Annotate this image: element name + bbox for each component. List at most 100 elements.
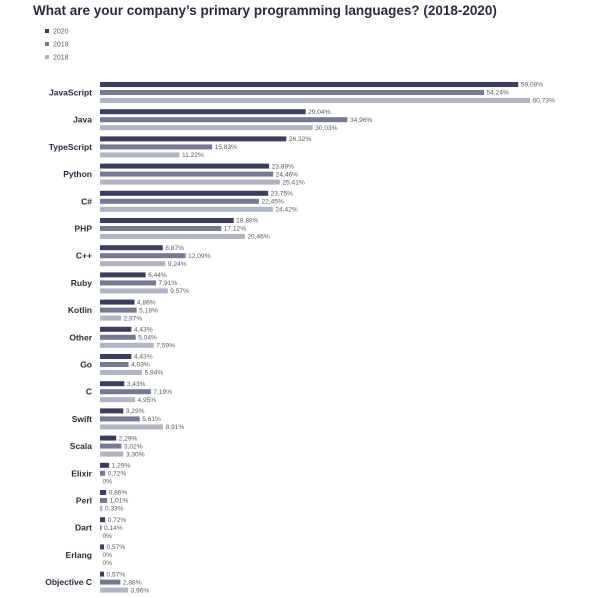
bar-2018 xyxy=(100,125,313,131)
data-label: 3,29% xyxy=(126,408,145,415)
data-label: 0% xyxy=(103,479,113,486)
bar-2019 xyxy=(100,416,140,422)
bar-2020 xyxy=(100,326,132,332)
category-label: C++ xyxy=(76,251,92,261)
bar-2019 xyxy=(100,498,108,503)
category-label: PHP xyxy=(75,224,93,234)
bar-2018 xyxy=(100,506,103,511)
bar-2019 xyxy=(100,334,136,340)
data-label: 1,01% xyxy=(110,498,129,505)
data-label: 29,04% xyxy=(308,109,331,116)
category-label: Elixir xyxy=(71,468,92,478)
data-label: 34,96% xyxy=(350,117,373,124)
bar-2018 xyxy=(100,370,143,375)
data-label: 3,02% xyxy=(124,443,143,450)
data-label: 26,32% xyxy=(289,136,312,143)
bar-2020 xyxy=(100,381,125,387)
bar-2018 xyxy=(100,206,273,212)
data-label: 7,91% xyxy=(159,280,178,287)
bar-2020 xyxy=(100,136,287,142)
bar-2018 xyxy=(100,342,154,348)
bar-2019 xyxy=(100,117,348,123)
category-label: Go xyxy=(80,360,92,370)
data-label: 9,57% xyxy=(170,288,189,295)
bar-2018 xyxy=(100,315,122,321)
bar-2020 xyxy=(100,109,306,115)
legend-swatch-2018 xyxy=(45,55,49,59)
bar-2020 xyxy=(100,571,105,577)
data-label: 18,88% xyxy=(236,218,259,225)
bar-2020 xyxy=(100,490,107,495)
bar-2019 xyxy=(100,362,129,367)
data-label: 20,46% xyxy=(247,234,270,241)
data-label: 3,30% xyxy=(126,451,145,458)
data-label: 25,41% xyxy=(282,179,305,186)
bar-2019 xyxy=(100,307,137,313)
data-label: 22,45% xyxy=(261,199,284,206)
category-label: Perl xyxy=(76,496,92,506)
data-label: 9,24% xyxy=(168,261,187,268)
category-label: Other xyxy=(69,332,92,342)
data-label: 4,95% xyxy=(138,397,157,404)
data-label: 7,59% xyxy=(156,343,175,350)
data-label: 23,75% xyxy=(271,191,294,198)
data-label: 5,04% xyxy=(138,335,157,342)
data-label: 5,94% xyxy=(145,370,164,377)
data-label: 2,97% xyxy=(124,315,143,322)
category-label: TypeScript xyxy=(49,142,92,152)
data-label: 0,72% xyxy=(108,517,127,524)
bar-2019 xyxy=(100,198,259,204)
bar-2020 xyxy=(100,544,105,550)
bar-2020 xyxy=(100,354,132,359)
category-label: Objective C xyxy=(45,577,92,587)
legend-swatch-2019 xyxy=(45,42,49,46)
bar-2018 xyxy=(100,397,136,403)
data-label: 15,83% xyxy=(215,144,238,151)
data-label: 3,43% xyxy=(127,381,146,388)
data-label: 60,73% xyxy=(532,98,555,105)
data-label: 0% xyxy=(103,552,113,559)
data-label: 5,61% xyxy=(142,416,161,423)
data-label: 3,96% xyxy=(131,587,150,594)
bar-2019 xyxy=(100,171,274,177)
bar-2019 xyxy=(100,144,213,150)
bar-2019 xyxy=(100,226,222,231)
legend-swatch-2020 xyxy=(45,29,49,33)
category-label: Scala xyxy=(70,441,92,451)
bar-2019 xyxy=(100,525,102,531)
bar-2020 xyxy=(100,245,163,251)
bar-2020 xyxy=(100,408,124,414)
data-label: 0% xyxy=(103,533,113,540)
category-label: Erlang xyxy=(66,550,92,560)
data-label: 0,57% xyxy=(107,571,126,578)
bar-2020 xyxy=(100,462,110,468)
data-label: 17,12% xyxy=(224,226,247,233)
category-label: C xyxy=(86,387,92,397)
data-label: 0,14% xyxy=(104,525,123,532)
data-label: 12,09% xyxy=(188,253,211,260)
data-label: 0,57% xyxy=(107,544,126,551)
bar-2019 xyxy=(100,253,186,259)
bar-2018 xyxy=(100,451,124,457)
bar-2020 xyxy=(100,517,106,523)
bar-2019 xyxy=(100,470,106,476)
data-label: 7,19% xyxy=(153,389,172,396)
data-label: 11,22% xyxy=(182,152,204,159)
category-label: Python xyxy=(63,169,92,179)
data-label: 5,18% xyxy=(139,307,158,314)
bar-2020 xyxy=(100,272,146,278)
category-label: Dart xyxy=(75,523,92,533)
category-label: JavaScript xyxy=(49,88,92,98)
bar-2020 xyxy=(100,218,234,223)
data-label: 8,87% xyxy=(165,245,184,252)
bar-2018 xyxy=(100,587,129,593)
category-label: C# xyxy=(81,196,92,206)
bar-2019 xyxy=(100,280,157,286)
bar-2018 xyxy=(100,152,180,158)
bar-2019 xyxy=(100,389,151,395)
data-label: 1,29% xyxy=(112,463,131,470)
bar-2020 xyxy=(100,163,270,169)
data-label: 0,33% xyxy=(105,506,124,513)
data-label: 4,03% xyxy=(131,362,150,369)
